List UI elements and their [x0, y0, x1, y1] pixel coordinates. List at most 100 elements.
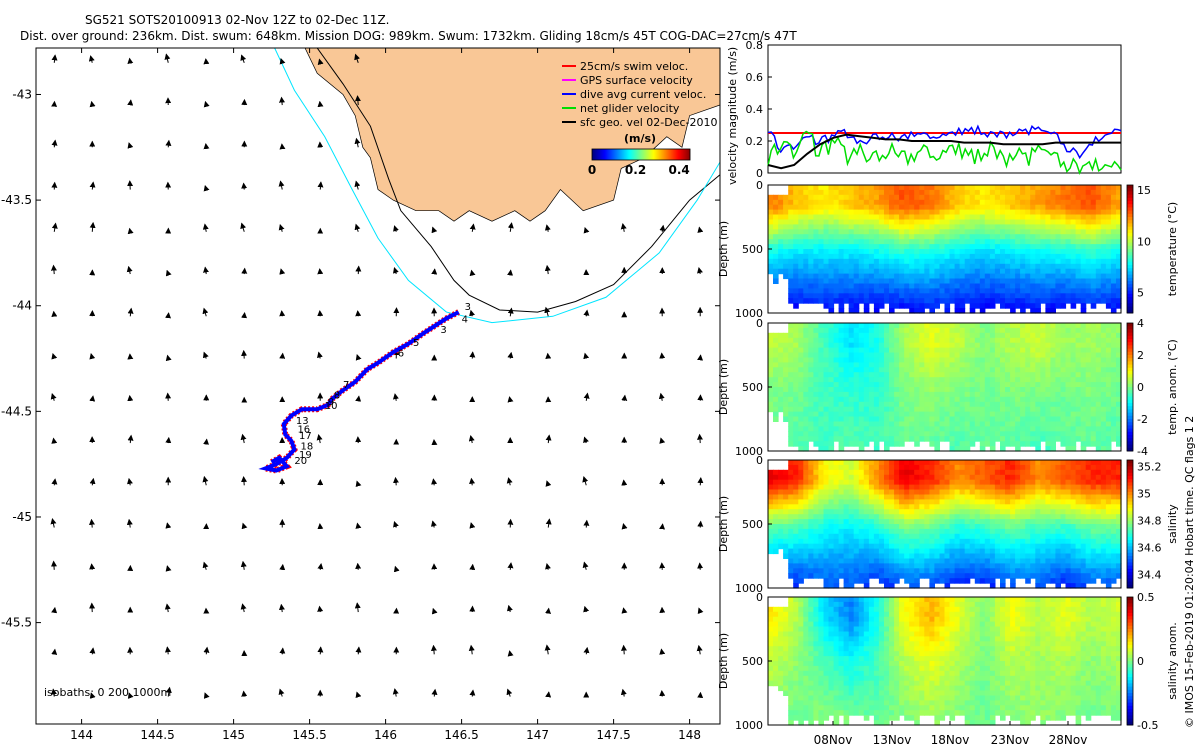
section-cell — [798, 377, 804, 383]
section-colorbar-cell — [1127, 213, 1133, 218]
section-cell — [974, 372, 981, 378]
section-cell — [1010, 372, 1016, 378]
section-cell — [1110, 229, 1117, 235]
section-cell — [793, 573, 799, 579]
section-cell — [944, 583, 951, 589]
section-cell — [924, 244, 930, 250]
section-cell — [904, 249, 910, 255]
section-cell — [924, 367, 930, 373]
section-cell — [979, 446, 986, 452]
section-cell — [939, 568, 946, 574]
section-cell — [1015, 224, 1021, 230]
section-cell — [1005, 421, 1011, 427]
section-cell — [818, 524, 824, 530]
section-cell — [1070, 288, 1077, 294]
section-cell — [899, 332, 905, 339]
section-cell — [909, 479, 915, 486]
section-cell — [1000, 278, 1006, 284]
section-cell — [848, 528, 855, 535]
section-cell — [899, 258, 905, 265]
section-cell — [929, 293, 935, 299]
section-cell — [944, 489, 951, 495]
section-colorbar-cell — [1127, 428, 1133, 433]
section-cell — [808, 288, 814, 294]
section-cell — [808, 362, 814, 368]
section-cell — [828, 253, 835, 260]
section-cell — [878, 214, 885, 220]
section-cell — [1110, 253, 1117, 260]
section-cell — [1035, 372, 1041, 378]
section-cell — [949, 204, 956, 211]
section-cell — [934, 524, 940, 530]
section-cell — [863, 283, 870, 289]
section-cell — [919, 563, 925, 569]
section-cell — [954, 553, 961, 559]
section-cell — [1000, 327, 1006, 334]
section-cell — [909, 406, 915, 413]
section-cell — [873, 382, 880, 388]
section-cell — [939, 499, 946, 505]
section-cell — [1055, 185, 1061, 191]
section-cell — [929, 533, 935, 540]
section-cell — [924, 524, 930, 530]
section-cell — [1075, 234, 1082, 240]
section-cell — [868, 460, 875, 466]
section-cell — [878, 253, 885, 260]
section-cell — [894, 573, 900, 579]
section-cell — [878, 199, 885, 206]
section-cell — [828, 543, 835, 550]
section-cell — [944, 421, 951, 427]
section-cell — [969, 362, 976, 368]
section-cell — [793, 323, 799, 329]
section-cell — [1060, 224, 1067, 230]
section-cell — [899, 357, 905, 363]
section-cell — [848, 514, 855, 520]
section-cell — [788, 421, 794, 427]
section-cell — [843, 479, 850, 486]
section-cell — [919, 494, 925, 500]
section-cell — [1090, 337, 1097, 344]
section-cell — [1015, 323, 1021, 329]
section-cell — [1070, 323, 1077, 329]
section-cell — [1005, 258, 1011, 265]
track-day-label: 18 — [300, 441, 313, 452]
section-cell — [1100, 431, 1107, 437]
section-cell — [984, 273, 991, 280]
section-cell — [1005, 436, 1011, 442]
section-cell — [793, 387, 799, 393]
section-cell — [1005, 426, 1011, 432]
section-cell — [1025, 249, 1031, 255]
section-cell — [924, 209, 930, 216]
section-cell — [1005, 391, 1011, 398]
section-cell — [773, 263, 779, 270]
section-cell — [1080, 396, 1087, 403]
section-cell — [853, 573, 860, 579]
section-cell — [1035, 194, 1041, 201]
section-cell — [1110, 387, 1117, 393]
section-cell — [778, 219, 784, 225]
section-cell — [853, 367, 860, 373]
section-cell — [878, 303, 885, 309]
section-cell — [1035, 421, 1041, 427]
map-colorbar-cell — [616, 149, 618, 160]
section-cell — [1095, 194, 1102, 201]
section-cell — [1070, 367, 1077, 373]
velocity-arrow — [620, 223, 627, 232]
section-cell — [1070, 416, 1077, 422]
velocity-arrow — [317, 58, 324, 66]
map-colorbar-cell — [670, 149, 672, 160]
section-colorbar-cell — [1127, 371, 1133, 375]
section-cell — [914, 199, 920, 206]
velocity-arrows — [50, 53, 704, 699]
section-cell — [828, 194, 835, 201]
section-cell — [823, 563, 830, 569]
section-cell — [793, 268, 799, 275]
section-cell — [818, 263, 824, 270]
section-cell — [1105, 239, 1112, 245]
velocity-arrow — [165, 522, 172, 529]
section-cell — [1020, 372, 1026, 378]
section-cell — [848, 342, 855, 349]
section-cell — [798, 234, 804, 240]
section-cell — [853, 411, 860, 418]
section-cell — [989, 253, 996, 260]
